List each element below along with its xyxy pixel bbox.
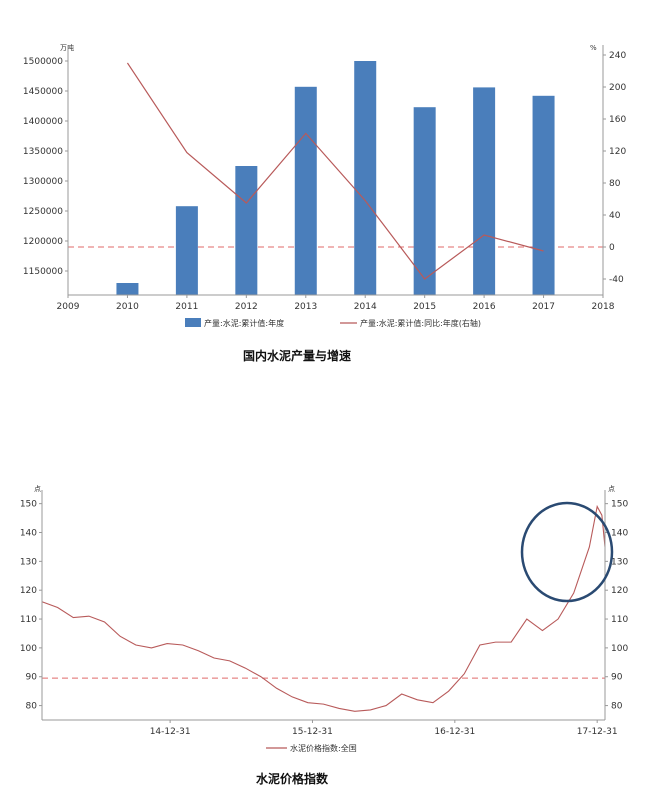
legend-line-label-2: 水泥价格指数:全国 [290,743,357,753]
x-tick-label-2: 14-12-31 [150,727,191,737]
chart-1-title: 国内水泥产量与增速 [243,348,351,363]
y-left-tick-label-2: 140 [20,529,37,539]
y-left-tick-label: 1300000 [23,177,63,187]
y-left-tick-label: 1200000 [23,237,63,247]
y-left-tick-label: 1350000 [23,147,63,157]
y-left-tick-label-2: 120 [20,586,37,596]
y-right-tick-label: 0 [609,243,615,253]
x-tick-label-2: 16-12-31 [434,727,475,737]
left-axis-unit-2: 点 [34,485,41,493]
legend-line-label: 产量:水泥:累计值:同比:年度(右轴) [360,318,481,328]
y-right-tick-label: 200 [609,83,626,93]
y-right-tick-label-2: 80 [611,702,623,712]
legend-bar-swatch [185,318,201,327]
y-left-tick-label-2: 150 [20,500,37,510]
x-tick-label: 2012 [235,302,258,312]
y-right-tick-label: 160 [609,115,626,125]
y-left-tick-label: 1500000 [23,57,63,67]
y-left-tick-label-2: 100 [20,644,37,654]
y-left-tick-label-2: 80 [26,702,38,712]
y-right-tick-label: 240 [609,51,626,61]
cement-output-chart: 万吨 % 1150000 1200000 1250000 1300000 1350000… [23,43,627,363]
y-right-tick-label-2: 150 [611,500,628,510]
left-axis-unit: 万吨 [60,43,74,52]
y-right-tick-label: 80 [609,179,621,189]
x-tick-label-2: 17-12-31 [577,727,618,737]
x-tick-label: 2014 [354,302,377,312]
highlight-circle [520,501,614,603]
y-left-tick-label-2: 110 [20,615,37,625]
y-right-tick-label: 120 [609,147,626,157]
x-tick-label: 2011 [175,302,198,312]
bar-2016 [473,87,496,296]
y-left-tick-label: 1450000 [23,87,63,97]
y-left-tick-label-2: 130 [20,557,37,567]
x-tick-label: 2015 [413,302,436,312]
bar-2010 [116,283,139,295]
x-tick-label: 2018 [592,302,615,312]
x-tick-label-2: 15-12-31 [292,727,333,737]
x-tick-label: 2013 [294,302,317,312]
y-left-tick-label: 1150000 [23,267,63,277]
y-right-tick-label-2: 130 [611,557,628,567]
chart-2-title: 水泥价格指数 [256,771,329,786]
yoy-line [126,62,544,280]
y-right-tick-label-2: 120 [611,586,628,596]
x-tick-label: 2009 [57,302,80,312]
y-right-tick-label: 40 [609,211,621,221]
y-right-tick-label: -40 [609,275,624,285]
bar-2017 [532,95,555,295]
x-tick-label: 2016 [473,302,496,312]
y-right-tick-label-2: 90 [611,673,623,683]
y-left-tick-label: 1250000 [23,207,63,217]
bar-2014 [354,61,377,295]
bar-2013 [294,86,317,295]
price-index-line [41,504,606,712]
y-left-tick-label: 1400000 [23,117,63,127]
y-right-tick-label-2: 140 [611,529,628,539]
bar-2015 [413,107,436,295]
y-left-tick-label-2: 90 [26,673,38,683]
x-tick-label: 2017 [532,302,555,312]
y-right-tick-label-2: 110 [611,615,628,625]
legend-bar-label: 产量:水泥:累计值:年度 [204,318,284,328]
right-axis-unit-2: 点 [608,485,615,493]
y-right-tick-label-2: 100 [611,644,628,654]
x-tick-label: 2010 [116,302,139,312]
bar-2011 [175,206,198,295]
bar-2012 [235,166,258,295]
right-axis-unit: % [590,44,597,52]
